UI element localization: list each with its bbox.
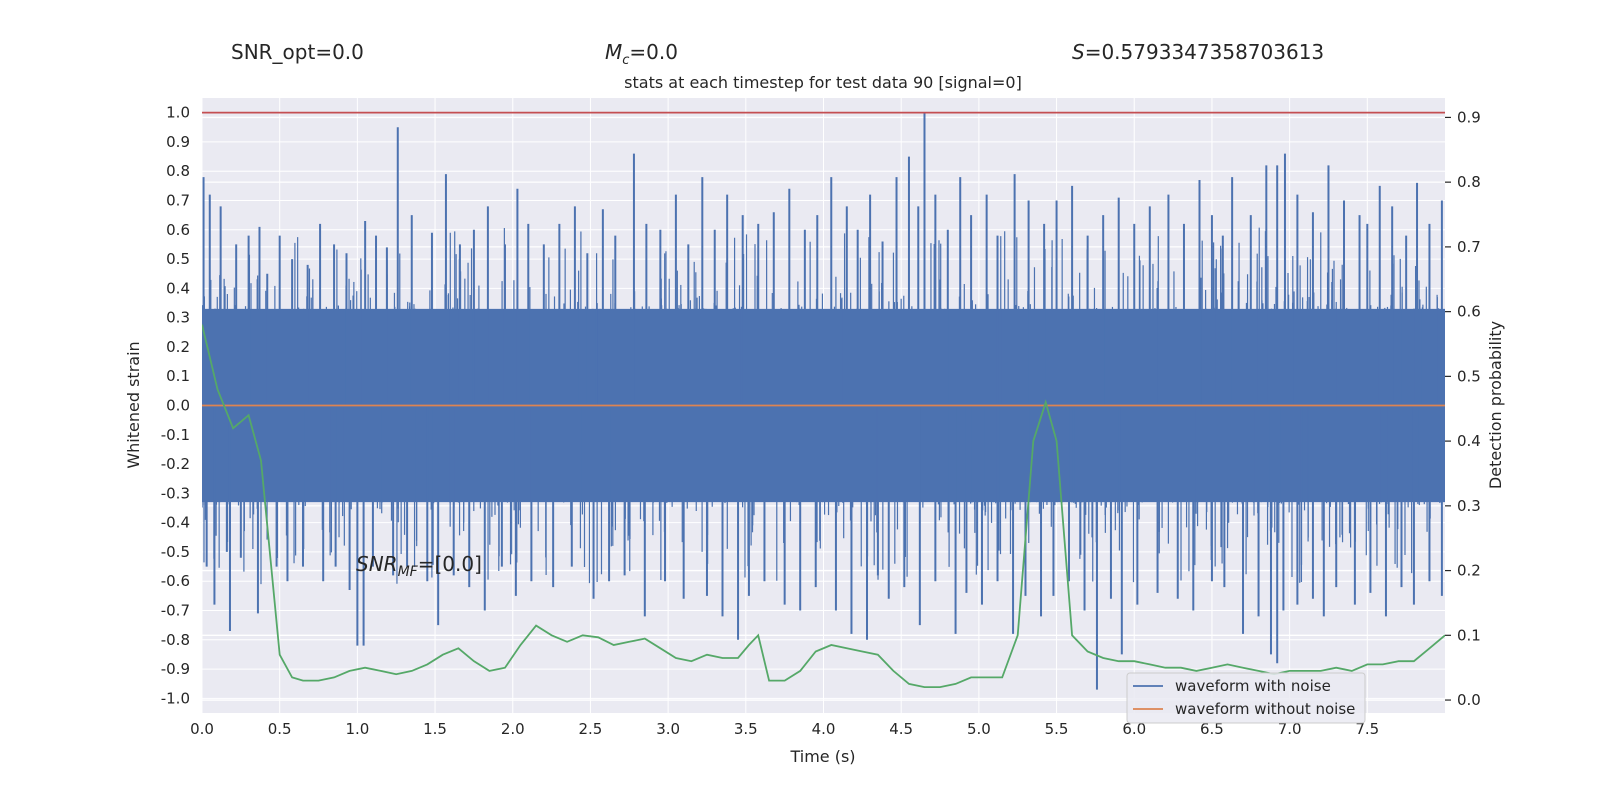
y-axis-label: Whitened strain [124, 341, 143, 468]
snr-mf-value: =[0.0] [418, 552, 482, 576]
y-tick-label: -0.7 [161, 602, 190, 620]
y2-tick-label: 0.5 [1457, 367, 1481, 385]
chirp-mass-value: =0.0 [629, 40, 678, 64]
y-tick-label: 0.9 [166, 133, 190, 151]
y-tick-label: -1.0 [161, 689, 190, 707]
x-tick-label: 7.0 [1278, 720, 1302, 738]
y2-axis-label: Detection probability [1486, 321, 1505, 489]
x-tick-label: 4.0 [812, 720, 836, 738]
y-tick-label: -0.4 [161, 514, 190, 532]
x-tick-label: 6.5 [1200, 720, 1224, 738]
x-tick-label: 2.5 [579, 720, 603, 738]
y-tick-label: -0.3 [161, 484, 190, 502]
y-tick-label: 0.3 [166, 309, 190, 327]
x-tick-label: 4.5 [889, 720, 913, 738]
x-tick-label: 1.5 [423, 720, 447, 738]
y-tick-label: 0.8 [166, 162, 190, 180]
y2-tick-label: 0.6 [1457, 303, 1481, 321]
y-tick-label: 0.0 [166, 397, 190, 415]
y-tick-label: 0.5 [166, 250, 190, 268]
y-tick-label: -0.2 [161, 455, 190, 473]
snr-mf-subscript: MF [398, 564, 419, 580]
x-tick-label: 3.5 [734, 720, 758, 738]
y2-tick-label: 0.4 [1457, 432, 1481, 450]
snr-mf-symbol: SNR [356, 552, 398, 576]
y2-tick-label: 0.3 [1457, 497, 1481, 515]
chirp-mass-symbol: M [605, 40, 623, 64]
x-tick-label: 1.0 [345, 720, 369, 738]
y2-tick-label: 0.7 [1457, 238, 1481, 256]
legend-noise-label: waveform with noise [1175, 677, 1331, 695]
legend-clean-label: waveform without noise [1175, 700, 1355, 718]
detection-probability-line [202, 324, 1445, 688]
x-tick-label: 2.0 [501, 720, 525, 738]
y-tick-label: -0.1 [161, 426, 190, 444]
x-tick-label: 7.5 [1355, 720, 1379, 738]
y2-tick-label: 0.2 [1457, 562, 1481, 580]
noise-spikes [202, 112, 1443, 690]
y-tick-label: -0.6 [161, 572, 190, 590]
y-tick-label: 0.6 [166, 221, 190, 239]
y2-tick-label: 0.0 [1457, 691, 1481, 709]
left-axis-ticks: 1.0 0.9 0.8 0.7 0.6 0.5 0.4 0.3 0.2 0.1 0.0 -0.1 -0.… [161, 104, 190, 708]
x-axis-label: Time (s) [789, 747, 855, 766]
chirp-mass-subscript: c [622, 53, 630, 68]
y-tick-label: 0.2 [166, 338, 190, 356]
snr-opt-label: SNR_opt=0.0 [231, 40, 364, 64]
y2-tick-label: 0.1 [1457, 626, 1481, 644]
legend: waveform with noise waveform without noi… [1126, 672, 1366, 724]
y-tick-label: -0.8 [161, 631, 190, 649]
x-tick-label: 5.0 [967, 720, 991, 738]
chart-title: stats at each timestep for test data 90 … [624, 73, 1022, 92]
y-tick-label: 1.0 [166, 104, 190, 122]
score-symbol: S [1072, 40, 1085, 64]
chirp-mass-label: Mc=0.0 [605, 40, 678, 68]
x-tick-label: 0.5 [268, 720, 292, 738]
y-tick-label: 0.1 [166, 367, 190, 385]
series-layer [202, 111, 1445, 690]
x-tick-label: 5.5 [1045, 720, 1069, 738]
right-axis-ticks: 0.9 0.8 0.7 0.6 0.5 0.4 0.3 0.2 0.1 0.0 [1445, 108, 1481, 709]
x-tick-label: 3.0 [656, 720, 680, 738]
x-tick-label: 0.0 [190, 720, 214, 738]
snr-mf-annotation: SNRMF=[0.0] [356, 552, 482, 580]
y-tick-label: -0.5 [161, 543, 190, 561]
legend-box [1126, 672, 1366, 724]
y-tick-label: -0.9 [161, 660, 190, 678]
y2-tick-label: 0.8 [1457, 173, 1481, 191]
y2-tick-label: 0.9 [1457, 108, 1481, 126]
score-label: S=0.5793347358703613 [1072, 40, 1324, 64]
score-value: =0.5793347358703613 [1084, 40, 1325, 64]
y-tick-label: 0.4 [166, 279, 190, 297]
x-tick-label: 6.0 [1122, 720, 1146, 738]
x-axis-ticks: 0.0 0.5 1.0 1.5 2.0 2.5 3.0 3.5 4.0 4.5 5.0 5.5 6.0 6… [190, 720, 1379, 738]
y-tick-label: 0.7 [166, 192, 190, 210]
